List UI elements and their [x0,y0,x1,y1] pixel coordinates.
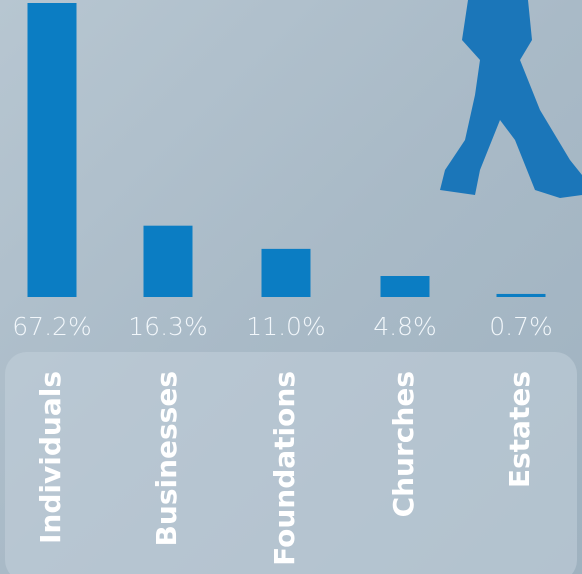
bar [144,226,193,297]
category-label: Businesses [150,371,183,546]
bar [28,3,77,297]
chart: 67.2% Individuals 16.3% Businesses 11.0% Foun… [0,0,582,574]
value-label: 16.3% [128,312,207,341]
bar [497,294,546,297]
value-label: 67.2% [12,312,91,341]
value-label: 4.8% [373,312,437,341]
bar [262,249,311,297]
value-label: 11.0% [246,312,325,341]
value-label: 0.7% [489,312,553,341]
category-label: Foundations [268,371,301,566]
category-label: Individuals [34,371,67,544]
bar [381,276,430,297]
category-label: Churches [387,371,420,517]
category-label: Estates [503,371,536,488]
